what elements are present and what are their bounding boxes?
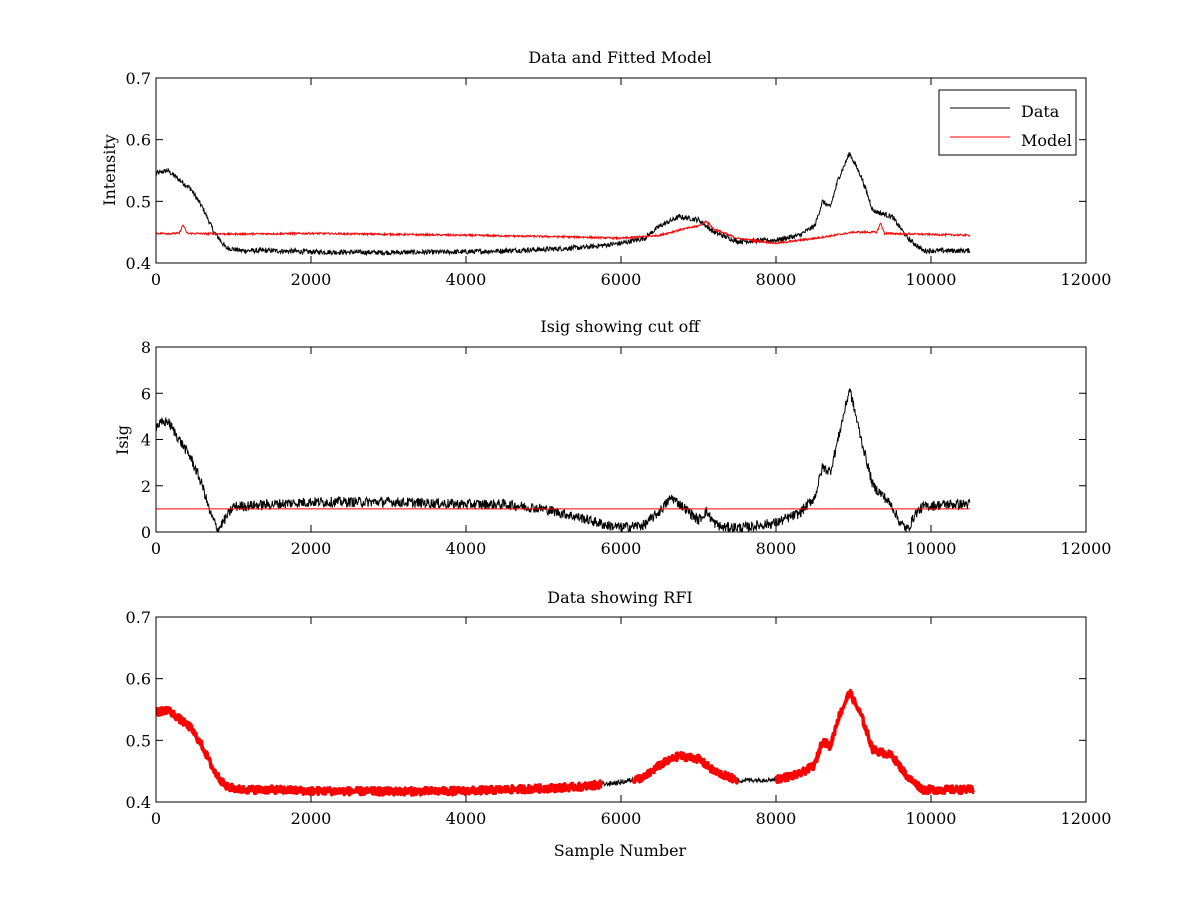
y-tick-label: 0: [141, 523, 151, 542]
y-tick-label: 0.7: [126, 608, 151, 627]
y-tick-label: 0.5: [126, 731, 151, 750]
legend: Data Model: [938, 89, 1077, 156]
panel-data-and-fitted-model: Data and Fitted Model Intensity 0 2000 400…: [100, 48, 1111, 289]
x-tick-label: 12000: [1061, 270, 1112, 289]
y-axis-label: Isig: [113, 425, 132, 455]
x-tick-label: 4000: [446, 809, 487, 828]
y-tick-label: 0.6: [126, 670, 151, 689]
rfi-highlight-segment-2: [774, 688, 975, 796]
y-tick-label: 4: [141, 431, 151, 450]
y-tick-label: 0.4: [126, 254, 151, 273]
panel-isig-showing-cut-off: Isig showing cut off Isig 0 2000 4000 6000 8…: [113, 317, 1111, 558]
x-tick-label: 0: [151, 539, 161, 558]
y-tick-label: 8: [141, 338, 151, 357]
panel-data-showing-rfi: Data showing RFI Sample Number 0 2000 4000…: [126, 588, 1112, 860]
legend-label-data: Data: [1021, 102, 1060, 121]
x-tick-label: 6000: [601, 539, 642, 558]
series-line-data: [156, 152, 971, 257]
x-tick-label: 0: [151, 270, 161, 289]
x-tick-label: 10000: [906, 809, 957, 828]
x-axis-label: Sample Number: [554, 841, 687, 860]
x-tick-label: 8000: [756, 270, 797, 289]
panel-title: Isig showing cut off: [540, 317, 701, 336]
y-tick-label: 0.4: [126, 793, 151, 812]
legend-box: [938, 89, 1077, 156]
series-line-model: [156, 220, 971, 245]
plot-area: [156, 152, 971, 257]
x-tick-label: 8000: [756, 539, 797, 558]
x-tick-label: 12000: [1061, 539, 1112, 558]
y-tick-label: 6: [141, 384, 151, 403]
x-tick-label: 2000: [291, 809, 332, 828]
rfi-highlight-segment-1: [630, 751, 739, 785]
plot-area: [156, 688, 975, 797]
x-tick-label: 12000: [1061, 809, 1112, 828]
x-tick-label: 6000: [601, 809, 642, 828]
x-tick-label: 10000: [906, 270, 957, 289]
x-tick-label: 2000: [291, 270, 332, 289]
panel-title: Data and Fitted Model: [528, 48, 711, 67]
legend-label-model: Model: [1021, 131, 1072, 150]
panel-title: Data showing RFI: [547, 588, 692, 607]
series-line-series-0: [156, 387, 971, 532]
x-tick-label: 2000: [291, 539, 332, 558]
y-tick-label: 0.5: [126, 192, 151, 211]
y-axis-label: Intensity: [100, 134, 119, 206]
rfi-highlight-segment-0: [156, 705, 604, 797]
x-tick-label: 4000: [446, 270, 487, 289]
plot-area: [156, 387, 971, 532]
y-tick-label: 2: [141, 477, 151, 496]
x-tick-label: 8000: [756, 809, 797, 828]
x-tick-label: 4000: [446, 539, 487, 558]
x-tick-label: 0: [151, 809, 161, 828]
x-tick-label: 10000: [906, 539, 957, 558]
y-tick-label: 0.7: [126, 69, 151, 88]
y-tick-label: 0.6: [126, 131, 151, 150]
x-tick-label: 6000: [601, 270, 642, 289]
